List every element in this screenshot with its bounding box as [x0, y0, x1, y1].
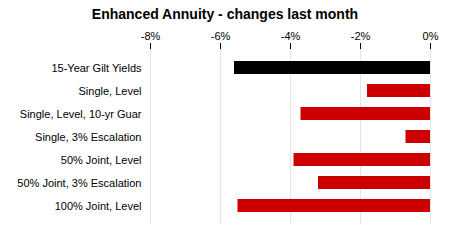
svg-text:-8%: -8%	[141, 30, 161, 42]
svg-text:Single, 3% Escalation: Single, 3% Escalation	[35, 131, 141, 143]
svg-text:Single, Level: Single, Level	[79, 85, 142, 97]
svg-text:-4%: -4%	[281, 30, 301, 42]
svg-text:15-Year Gilt Yields: 15-Year Gilt Yields	[51, 62, 142, 74]
html-text:Enhanced Annuity - changes las: Enhanced Annuity - changes last month	[91, 6, 359, 22]
svg-text:50% Joint, 3% Escalation: 50% Joint, 3% Escalation	[17, 177, 141, 189]
svg-text:-6%: -6%	[211, 30, 231, 42]
svg-text:Single, Level, 10-yr Guar: Single, Level, 10-yr Guar	[20, 108, 142, 120]
svg-text:-2%: -2%	[351, 30, 371, 42]
svg-text:0%: 0%	[423, 30, 439, 42]
svg-text:100% Joint, Level: 100% Joint, Level	[55, 200, 142, 212]
svg-text:50% Joint, Level: 50% Joint, Level	[61, 154, 142, 166]
